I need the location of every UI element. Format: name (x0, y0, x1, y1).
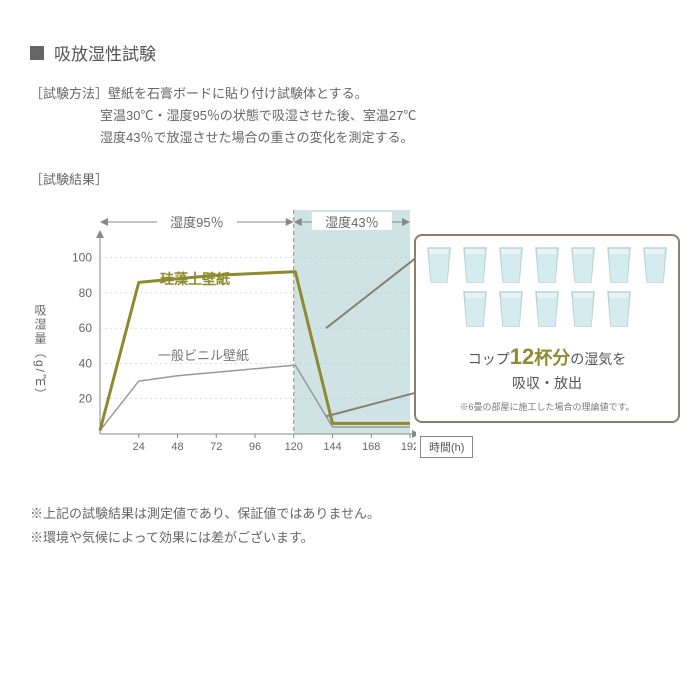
svg-text:一般ビニル壁紙: 一般ビニル壁紙 (158, 348, 249, 363)
svg-text:96: 96 (249, 441, 261, 453)
callout-note: ※6畳の部屋に施工した場合の理論値です。 (424, 400, 670, 413)
svg-text:湿度95％: 湿度95％ (170, 215, 223, 230)
svg-text:72: 72 (210, 441, 222, 453)
callout-unit: 杯分 (534, 348, 570, 368)
method-block: ［試験方法］壁紙を石膏ボードに貼り付け試験体とする。 室温30℃・湿度95％の状… (30, 83, 670, 149)
title-text: 吸放湿性試験 (54, 40, 156, 65)
svg-text:48: 48 (171, 441, 183, 453)
section-title: 吸放湿性試験 (30, 40, 670, 65)
svg-text:24: 24 (133, 441, 145, 453)
x-axis-label: 時間(h) (420, 436, 473, 458)
svg-text:湿度43％: 湿度43％ (325, 215, 378, 230)
callout-text: コップ12杯分の湿気を 吸収・放出 (424, 340, 670, 394)
chart-svg: 20 40 60 80 100 24 48 72 96 120 144 168 192 湿度95％ 湿度43… (56, 204, 416, 454)
result-label: ［試験結果］ (30, 169, 670, 188)
method-line2: 室温30℃・湿度95％の状態で吸湿させた後、室温27℃ (30, 105, 670, 127)
callout-line2: 吸収・放出 (512, 375, 582, 391)
chart-svg-wrap: 20 40 60 80 100 24 48 72 96 120 144 168 192 湿度95％ 湿度43… (56, 204, 416, 459)
svg-text:60: 60 (79, 321, 93, 335)
svg-text:192: 192 (401, 441, 416, 453)
callout-big: 12 (510, 344, 534, 369)
svg-text:120: 120 (285, 441, 303, 453)
svg-text:100: 100 (72, 251, 92, 265)
callout-box: コップ12杯分の湿気を 吸収・放出 ※6畳の部屋に施工した場合の理論値です。 (414, 234, 680, 423)
title-marker (30, 46, 44, 60)
note-2: ※環境や気候によって効果には差がございます。 (30, 526, 670, 549)
note-1: ※上記の試験結果は測定値であり、保証値ではありません。 (30, 502, 670, 525)
chart-area: 吸湿量（g/㎡） 20 40 60 80 100 24 48 72 96 120 144 168 192… (30, 204, 670, 474)
svg-text:168: 168 (362, 441, 380, 453)
callout-pre: コップ (468, 351, 510, 367)
method-line1: ［試験方法］壁紙を石膏ボードに貼り付け試験体とする。 (30, 83, 670, 105)
method-line3: 湿度43％で放湿させた場合の重さの変化を測定する。 (30, 127, 670, 149)
svg-text:80: 80 (79, 286, 93, 300)
svg-text:珪藻土壁紙: 珪藻土壁紙 (160, 271, 230, 287)
notes: ※上記の試験結果は測定値であり、保証値ではありません。 ※環境や気候によって効果… (30, 502, 670, 549)
svg-text:40: 40 (79, 357, 93, 371)
y-axis-label: 吸湿量（g/㎡） (32, 304, 49, 402)
cups-row (424, 246, 670, 328)
callout-post: の湿気を (570, 351, 626, 367)
svg-text:144: 144 (323, 441, 341, 453)
svg-text:20: 20 (79, 392, 93, 406)
